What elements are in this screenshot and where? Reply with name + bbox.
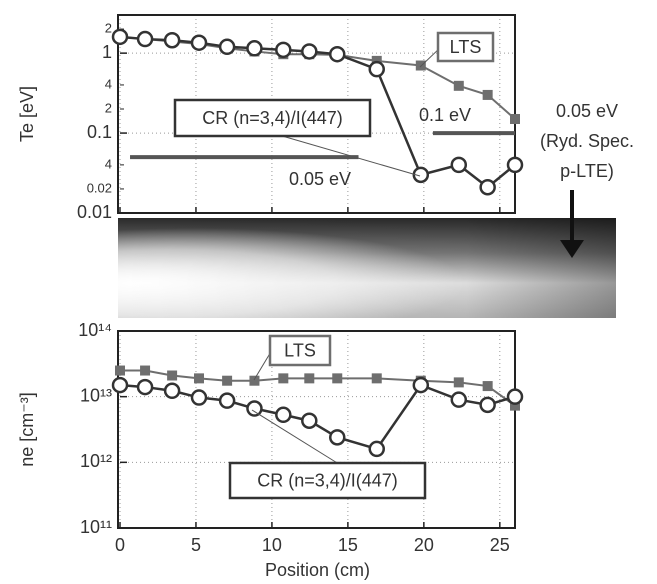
point [453, 80, 464, 91]
point [479, 396, 496, 414]
y-tick-label: 1 [102, 42, 112, 62]
y-axis-label: Te [eV] [17, 86, 37, 142]
point [190, 389, 208, 406]
point [510, 400, 520, 411]
leader-line [251, 409, 338, 464]
point [482, 89, 493, 100]
y-tick-label: 10¹⁴ [78, 320, 112, 340]
point [222, 375, 233, 386]
x-tick-label: 20 [414, 535, 434, 555]
point [371, 373, 382, 384]
side-note: 0.05 eV [556, 101, 618, 121]
point [163, 31, 181, 49]
legend-box [268, 334, 332, 367]
y-minor-tick-label: 2 [105, 100, 112, 115]
point [412, 166, 430, 184]
y-axis-label: ne [cm⁻³] [17, 392, 37, 467]
y-minor-tick-label: 4 [105, 156, 112, 171]
reference-label: 0.05 eV [289, 169, 351, 189]
point [275, 41, 292, 59]
side-note: p-LTE) [560, 161, 614, 181]
down-arrow [560, 190, 584, 258]
reference-label: 0.1 eV [419, 105, 471, 125]
legend-label: CR (n=3,4)/I(447) [202, 108, 343, 128]
point [301, 412, 318, 429]
point [167, 370, 178, 381]
point [194, 373, 204, 384]
point [278, 373, 289, 384]
point [218, 38, 236, 56]
point [368, 60, 385, 78]
legend-label: LTS [284, 340, 316, 360]
point [506, 156, 524, 174]
y-tick-label: 0.01 [77, 202, 112, 222]
point [140, 365, 151, 376]
point [190, 34, 208, 51]
side-note: (Ryd. Spec. [540, 131, 634, 151]
point [482, 381, 493, 392]
point [415, 60, 426, 71]
point [506, 388, 524, 405]
point [275, 406, 292, 424]
point [111, 376, 129, 394]
x-tick-label: 25 [490, 535, 510, 555]
point [249, 375, 260, 386]
y-tick-label: 0.1 [87, 122, 112, 142]
point [115, 365, 125, 376]
y-tick-label: 10¹³ [80, 385, 112, 405]
point [111, 28, 129, 46]
point [368, 440, 385, 458]
x-axis-label: Position (cm) [265, 560, 370, 580]
point [329, 429, 346, 446]
point [371, 55, 382, 66]
point [136, 30, 154, 48]
legend-box [436, 31, 495, 63]
point [163, 382, 181, 400]
legend-box [228, 461, 427, 500]
point [246, 40, 263, 57]
y-minor-tick-label: 4 [105, 76, 112, 91]
point [450, 391, 468, 408]
point [450, 156, 468, 174]
leader-line [282, 135, 421, 177]
point [332, 373, 343, 384]
point [479, 178, 496, 196]
x-tick-label: 15 [338, 535, 358, 555]
legend-box [173, 98, 372, 138]
point [301, 43, 318, 60]
x-tick-label: 0 [115, 535, 125, 555]
y-minor-tick-label: 0.02 [87, 180, 112, 195]
point [329, 45, 346, 63]
plot-frame [117, 330, 516, 529]
point [304, 373, 315, 384]
legend-label: LTS [450, 37, 482, 57]
point [453, 377, 464, 388]
y-minor-tick-label: 2 [105, 21, 112, 36]
x-tick-label: 10 [262, 535, 282, 555]
point [218, 392, 236, 409]
point [510, 113, 520, 124]
x-tick-label: 5 [191, 535, 201, 555]
legend-label: CR (n=3,4)/I(447) [257, 470, 398, 490]
y-tick-label: 10¹² [80, 451, 112, 471]
y-tick-label: 10¹¹ [80, 517, 112, 537]
point [136, 378, 154, 396]
point [246, 400, 263, 417]
leader-line [419, 49, 439, 68]
leader-line [253, 353, 271, 381]
plasma-image [118, 218, 616, 318]
point [412, 376, 430, 394]
